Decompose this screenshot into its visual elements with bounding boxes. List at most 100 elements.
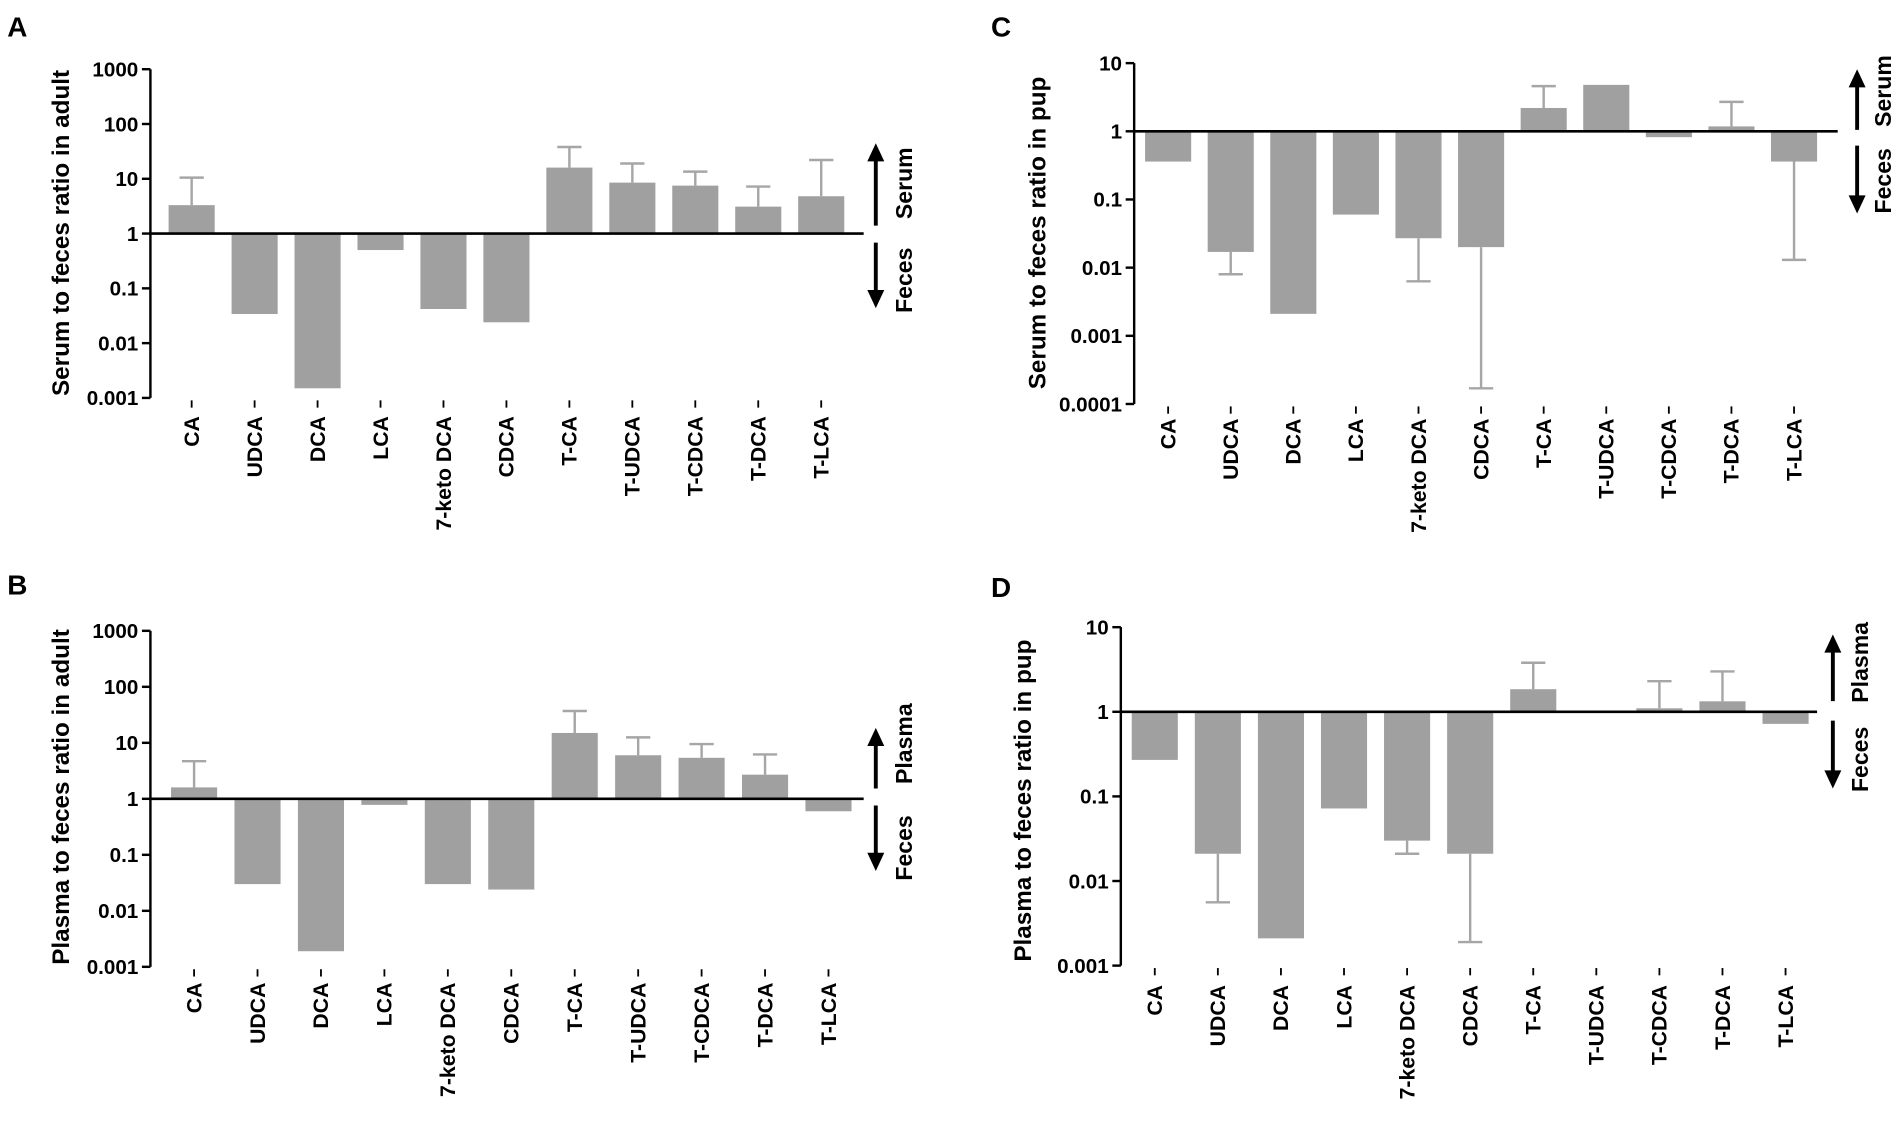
error-bar [1218, 251, 1243, 276]
y-tick-label: 10 [115, 168, 138, 191]
y-tick-label: 0.01 [1069, 870, 1109, 893]
arrow-up-icon [1848, 69, 1866, 130]
category-label: LCA [1345, 419, 1368, 463]
panel-label: A [7, 11, 27, 42]
bar [1520, 107, 1567, 132]
y-axis-title: Plasma to feces ratio in pup [1010, 640, 1037, 962]
annotation-up-label: Plasma [1847, 622, 1873, 703]
category-label: T-CA [1523, 985, 1546, 1035]
error-bar [1719, 100, 1744, 127]
bar [678, 757, 725, 799]
bar [420, 233, 467, 309]
category-label: CA [1144, 985, 1167, 1016]
bar [798, 196, 845, 234]
arrow-down-icon [867, 805, 885, 871]
bar [609, 182, 656, 234]
error-bar [181, 759, 207, 788]
y-tick-label: 10 [115, 732, 138, 755]
category-label: T-CDCA [691, 983, 714, 1063]
y-tick-label: 1 [1097, 701, 1108, 724]
error-bar [1781, 161, 1807, 262]
y-tick-label: 0.001 [87, 956, 139, 979]
bar [357, 233, 404, 251]
category-label: T-UDCA [1586, 985, 1609, 1065]
arrow-down-icon [1824, 720, 1842, 789]
error-bar [1406, 238, 1431, 283]
bar [297, 798, 345, 952]
error-bar [1394, 840, 1420, 855]
error-bar [1458, 853, 1483, 944]
annotation-up-label: Serum [891, 147, 917, 219]
y-tick-label: 0.01 [1082, 257, 1122, 280]
category-label: T-UDCA [1596, 419, 1619, 499]
bar [171, 787, 218, 799]
bar [168, 205, 215, 234]
y-tick-label: 100 [104, 676, 138, 699]
category-label: CA [1157, 419, 1180, 450]
error-bar [626, 736, 651, 756]
y-tick-label: 1 [1111, 121, 1122, 144]
bar [1708, 126, 1755, 132]
category-label: T-LCA [810, 416, 833, 478]
error-bar [746, 185, 771, 207]
category-label: CA [183, 983, 206, 1014]
error-bar [1205, 853, 1230, 904]
panel-b: B Plasma to feces ratio in adult CA UDCA DCA… [7, 569, 917, 1097]
bar [1145, 131, 1192, 162]
category-label: T-DCA [754, 983, 777, 1048]
error-bar [562, 709, 587, 733]
arrow-up-icon [1824, 634, 1842, 702]
arrow-down-icon [867, 242, 885, 309]
annotation-down-label: Feces [891, 248, 917, 313]
error-bar [1531, 84, 1556, 108]
category-label: T-LCA [1783, 419, 1806, 481]
category-label: 7-keto DCA [1408, 419, 1431, 533]
bar [483, 233, 530, 323]
category-label: T-CDCA [685, 416, 708, 496]
bar [672, 185, 719, 234]
arrow-down-icon [1848, 145, 1866, 214]
y-tick-label: 1000 [92, 58, 138, 81]
bar [294, 233, 341, 389]
category-label: T-DCA [1712, 985, 1735, 1050]
y-tick-label: 10 [1086, 616, 1109, 639]
panel-a: A Serum to feces ratio in adult CA UDCA DCA L… [7, 11, 917, 530]
category-label: T-CA [564, 983, 587, 1033]
category-label: T-DCA [748, 416, 771, 481]
y-tick-label: 10 [1099, 52, 1122, 75]
panel-d: D Plasma to feces ratio in pup CA UDCA DCA LC… [991, 572, 1873, 1100]
category-label: T-LCA [818, 983, 841, 1045]
y-axis-title: Serum to feces ratio in adult [48, 70, 75, 396]
arrow-up-icon [867, 143, 885, 226]
category-label: T-UDCA [627, 983, 650, 1063]
annotation-down-label: Feces [1870, 148, 1896, 213]
bar [1699, 701, 1746, 712]
category-label: LCA [370, 416, 393, 460]
bar [231, 233, 278, 315]
category-label: LCA [1333, 985, 1356, 1029]
category-label: CDCA [496, 416, 519, 477]
bar [361, 798, 408, 805]
panel-c: C Serum to feces ratio in pup CA UDCA DCA LCA… [991, 11, 1896, 532]
y-axis-title: Serum to feces ratio in pup [1025, 77, 1052, 390]
bar [1458, 131, 1505, 248]
bar [1395, 131, 1442, 239]
y-tick-label: 0.1 [110, 844, 139, 867]
category-label: DCA [1270, 985, 1293, 1031]
category-label: UDCA [1220, 419, 1243, 480]
y-tick-label: 0.001 [1057, 955, 1109, 978]
category-label: CDCA [1459, 985, 1482, 1046]
bar [1510, 689, 1557, 712]
bar [1320, 711, 1368, 809]
arrow-up-icon [867, 727, 885, 789]
bar [1270, 131, 1317, 314]
error-bar [620, 162, 645, 183]
bar [735, 206, 782, 234]
y-axis-title: Plasma to feces ratio in adult [48, 629, 75, 965]
bar [1447, 711, 1494, 854]
category-label: T-UDCA [622, 416, 645, 496]
y-tick-label: 0.1 [1080, 786, 1109, 809]
category-label: DCA [310, 983, 333, 1029]
error-bar [1710, 670, 1735, 702]
bar [1207, 131, 1254, 252]
